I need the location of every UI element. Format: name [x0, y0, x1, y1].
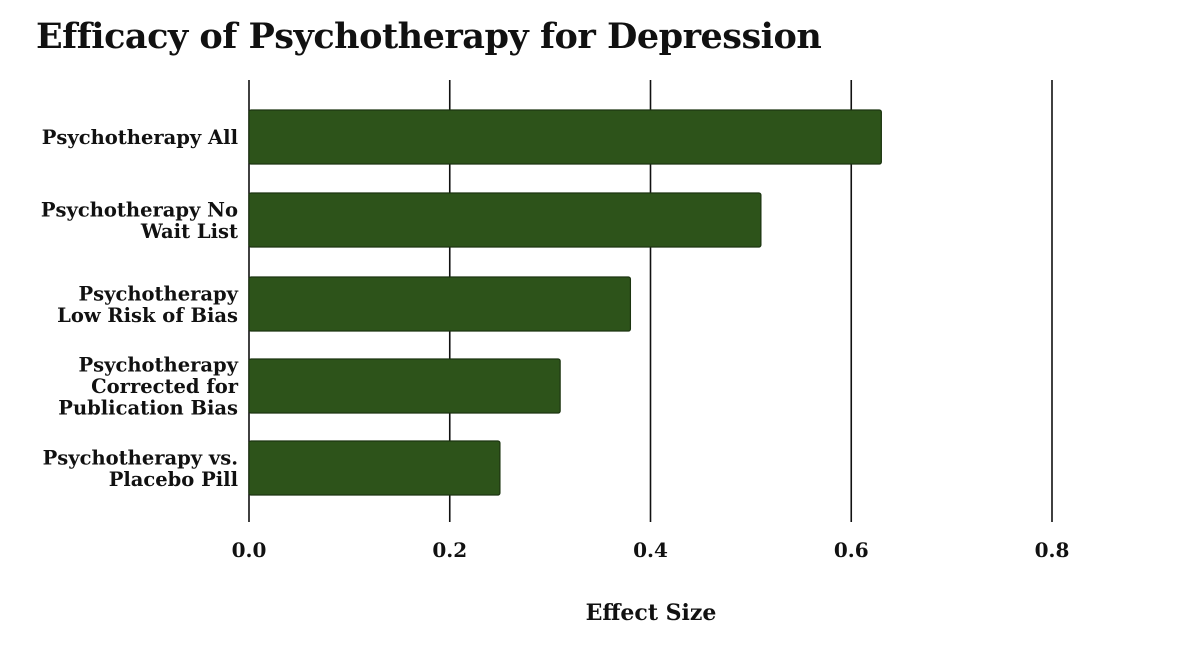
x-tick-label: 0.6	[834, 538, 869, 562]
chart-title: Efficacy of Psychotherapy for Depression	[36, 16, 822, 57]
category-label-line: Psychotherapy vs.	[43, 446, 238, 469]
bars	[248, 109, 882, 496]
category-label-line: Psychotherapy All	[42, 126, 238, 149]
category-label: Psychotherapy Corrected for Publication Bi…	[58, 354, 238, 420]
bar	[248, 192, 762, 248]
category-label-line: Psychotherapy	[79, 354, 239, 377]
category-label-line: Placebo Pill	[109, 468, 238, 491]
category-label: Psychotherapy All	[42, 126, 238, 149]
category-label-line: Publication Bias	[58, 397, 238, 420]
bar	[248, 440, 501, 496]
category-label: Psychotherapy vs. Placebo Pill	[43, 446, 238, 491]
category-labels: Psychotherapy All Psychotherapy No Wait Li…	[41, 126, 239, 491]
bar	[248, 109, 882, 165]
category-label-line: Psychotherapy	[79, 282, 239, 305]
bar	[248, 276, 632, 332]
x-tick-label: 0.4	[633, 538, 668, 562]
category-label-line: Psychotherapy No	[41, 198, 238, 221]
category-label-line: Wait List	[140, 220, 238, 243]
x-tick-label: 0.0	[232, 538, 267, 562]
bar	[248, 358, 561, 414]
category-label-line: Low Risk of Bias	[57, 304, 238, 327]
category-label-line: Corrected for	[91, 375, 239, 398]
category-label: Psychotherapy Low Risk of Bias	[57, 282, 239, 327]
x-tick-labels: 0.0 0.2 0.4 0.6 0.8	[232, 538, 1070, 562]
x-tick-label: 0.8	[1035, 538, 1070, 562]
category-label: Psychotherapy No Wait List	[41, 198, 238, 243]
x-axis-title: Effect Size	[586, 600, 717, 626]
x-tick-label: 0.2	[432, 538, 467, 562]
